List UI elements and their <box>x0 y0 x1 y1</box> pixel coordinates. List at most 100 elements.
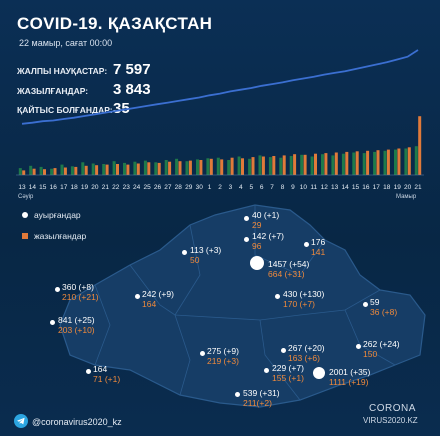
month-label-may: Мамыр <box>396 194 417 200</box>
telegram-handle[interactable]: @coronavirus2020_kz <box>32 417 122 427</box>
report-date: 22 мамыр, сағат 00:00 <box>19 38 113 48</box>
x-tick-label: 13 <box>18 184 26 191</box>
bar-new-cases <box>362 153 366 175</box>
bar-recovered <box>376 150 380 175</box>
x-tick-label: 7 <box>270 184 274 191</box>
bar-recovered <box>105 164 109 175</box>
bar-new-cases <box>133 161 137 175</box>
bar-new-cases <box>383 150 387 175</box>
bar-new-cases <box>154 162 158 175</box>
region-label: 164 71 (+1) <box>93 364 121 384</box>
bar-recovered <box>220 159 224 175</box>
bar-new-cases <box>196 159 199 175</box>
bar-new-cases <box>268 157 272 175</box>
bar-recovered <box>261 156 265 175</box>
x-tick-label: 14 <box>29 184 37 191</box>
region-dot <box>244 237 249 242</box>
region-label: 275 (+9) 219 (+3) <box>207 346 239 366</box>
bar-recovered <box>282 155 286 175</box>
total-cases-label: ЖАЛПЫ НАУҚАСТАР: <box>17 66 108 76</box>
bar-new-cases <box>404 148 408 175</box>
x-tick-label: 24 <box>133 184 141 191</box>
x-tick-label: 17 <box>373 184 381 191</box>
bar-new-cases <box>237 156 241 175</box>
bar-recovered <box>43 169 46 175</box>
bar-recovered <box>251 157 255 175</box>
bar-new-cases <box>248 158 252 175</box>
bar-recovered <box>199 160 203 175</box>
kazakhstan-map <box>59 204 426 408</box>
region-label: 2001 (+35) 1111 (+19) <box>329 367 371 387</box>
region-label: 229 (+7) 155 (+1) <box>272 363 304 383</box>
x-tick-label: 6 <box>260 184 264 191</box>
x-tick-label: 14 <box>341 184 349 191</box>
region-label: 430 (+130) 170 (+7) <box>283 289 325 309</box>
region-dot <box>50 320 55 325</box>
x-tick-label: 30 <box>196 184 204 191</box>
month-label-april: Сәуір <box>18 194 34 200</box>
bar-recovered <box>209 158 213 175</box>
bar-new-cases <box>216 157 220 175</box>
x-tick-label: 17 <box>60 184 68 191</box>
bar-recovered <box>345 151 349 175</box>
region-label: 59 36 (+8) <box>370 297 398 317</box>
x-tick-label: 19 <box>394 184 402 191</box>
bar-recovered <box>147 162 151 175</box>
bar-recovered <box>53 168 57 175</box>
bar-new-cases <box>279 157 283 175</box>
x-tick-label: 28 <box>175 184 183 191</box>
bar-recovered <box>334 152 338 175</box>
region-label: 176 141 <box>311 237 326 257</box>
x-tick-label: 18 <box>383 184 391 191</box>
bar-new-cases <box>112 161 116 175</box>
total-cases-value: 7 597 <box>113 61 151 78</box>
x-tick-label: 16 <box>362 184 370 191</box>
region-label: 113 (+3) 50 <box>190 245 222 265</box>
region-dot <box>356 344 361 349</box>
region-dot <box>264 368 269 373</box>
bar-new-cases <box>60 164 64 175</box>
bar-recovered <box>188 160 192 175</box>
x-tick-label: 1 <box>208 184 212 191</box>
bar-recovered <box>272 156 276 175</box>
region-dot <box>304 242 309 247</box>
region-label: 242 (+9) 164 <box>142 289 174 309</box>
x-tick-label: 2 <box>218 184 222 191</box>
bar-recovered <box>63 167 67 175</box>
bar-new-cases <box>123 162 126 175</box>
bar-new-cases <box>81 162 85 175</box>
x-tick-label: 15 <box>352 184 360 191</box>
bar-recovered <box>22 170 26 175</box>
legend-recovered-marker <box>22 233 28 239</box>
x-tick-label: 4 <box>239 184 243 191</box>
bar-recovered <box>407 147 411 175</box>
x-tick-label: 11 <box>310 184 317 191</box>
region-dot <box>200 351 205 356</box>
bar-new-cases <box>341 153 345 175</box>
region-dot <box>244 216 249 221</box>
x-tick-label: 13 <box>331 184 339 191</box>
bar-recovered <box>230 157 234 175</box>
region-dot <box>55 287 60 292</box>
bar-new-cases <box>289 156 293 175</box>
bar-new-cases <box>50 168 54 175</box>
bar-recovered <box>418 116 422 175</box>
bar-recovered <box>84 165 88 175</box>
brand-logo-bottom: VIRUS2020.KZ <box>363 416 418 425</box>
region-label: 539 (+31) 211(+2) <box>243 388 280 408</box>
bar-new-cases <box>227 160 231 175</box>
bar-new-cases <box>18 168 22 175</box>
region-label: 267 (+20) 163 (+6) <box>288 343 325 363</box>
x-tick-label: 12 <box>321 184 329 191</box>
region-label: 262 (+24) 150 <box>363 339 400 359</box>
bar-new-cases <box>373 151 377 175</box>
bar-new-cases <box>175 158 179 175</box>
x-tick-label: 16 <box>50 184 58 191</box>
bar-new-cases <box>331 155 335 175</box>
x-tick-label: 21 <box>102 184 110 191</box>
cumulative-line <box>21 49 419 125</box>
legend-infected-marker <box>22 212 28 218</box>
bar-new-cases <box>143 160 147 175</box>
telegram-icon <box>14 414 28 428</box>
region-label: 142 (+7) 96 <box>252 231 284 251</box>
